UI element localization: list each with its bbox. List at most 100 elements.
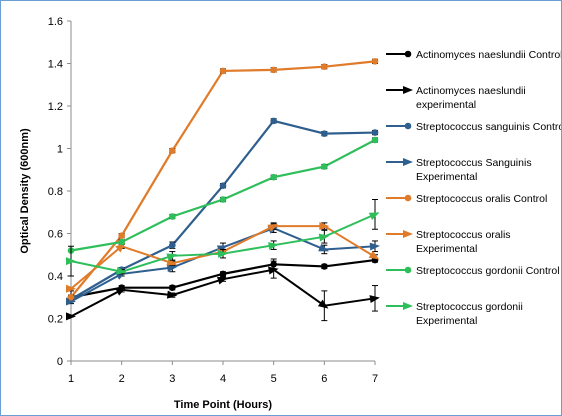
arrow-marker-shape xyxy=(403,302,413,310)
arrow-marker-shape xyxy=(267,223,279,232)
data-point xyxy=(268,266,279,275)
arrow-marker-shape xyxy=(368,212,380,221)
tick-labels: 0 0.2 0.4 0.6 0.8 1 1.2 1.4 1.6 1 2 3 4 5 6 7 xyxy=(48,16,378,385)
data-point xyxy=(318,243,329,252)
arrow-marker-shape xyxy=(403,86,413,94)
arrow-marker-shape xyxy=(166,264,178,273)
data-point xyxy=(270,117,277,125)
legend-swatch-marker xyxy=(404,122,412,130)
legend-item-5: Streptococcus oralis Control xyxy=(386,193,547,205)
data-point xyxy=(166,264,178,273)
arrow-marker-shape xyxy=(368,250,380,260)
legend-swatch-marker xyxy=(404,50,412,58)
axes xyxy=(67,20,376,365)
y-tick-label: 0 xyxy=(57,356,63,368)
data-point xyxy=(317,299,329,309)
arrow-marker-shape xyxy=(369,295,380,303)
legend-swatch-marker xyxy=(404,266,412,274)
data-point xyxy=(219,270,227,278)
y-tick-label: 0.4 xyxy=(48,271,63,283)
legend-label: Actinomyces naeslundii Control xyxy=(416,49,561,61)
arrow-marker-shape xyxy=(115,266,127,275)
arrow-marker-shape xyxy=(115,287,127,296)
arrow-marker-shape xyxy=(66,312,76,321)
data-point xyxy=(66,257,76,266)
data-point xyxy=(321,163,328,170)
legend-label: Streptococcus oralis xyxy=(416,229,511,241)
y-tick-label: 1.4 xyxy=(48,59,63,71)
series-5 xyxy=(67,58,379,301)
series-8 xyxy=(66,199,380,277)
data-point xyxy=(169,147,176,154)
data-point xyxy=(321,263,328,270)
data-point xyxy=(219,182,227,189)
data-point xyxy=(270,66,277,74)
data-point xyxy=(169,284,176,291)
legend-label: Streptococcus oralis Control xyxy=(416,193,547,205)
data-point xyxy=(66,284,76,293)
arrow-marker-shape xyxy=(268,242,279,250)
data-point xyxy=(166,290,178,299)
data-point xyxy=(219,196,227,203)
series-4 xyxy=(66,223,380,306)
legend-swatch-marker xyxy=(403,158,413,166)
data-point xyxy=(270,173,277,181)
legend-swatch-marker xyxy=(404,194,412,202)
arrow-marker-shape xyxy=(66,257,76,266)
data-point xyxy=(267,223,279,232)
legend-swatch-marker xyxy=(403,230,413,238)
data-point xyxy=(371,58,379,65)
data-point xyxy=(368,212,380,221)
legend-swatch-marker xyxy=(403,86,413,94)
data-point xyxy=(219,67,227,75)
arrow-marker-shape xyxy=(317,299,329,309)
data-point xyxy=(268,242,279,250)
series-line xyxy=(70,60,376,298)
data-point xyxy=(67,293,75,301)
legend-item-7: Streptococcus gordonii Control xyxy=(386,265,560,277)
y-tick-label: 1.6 xyxy=(48,16,63,28)
y-tick-label: 0.2 xyxy=(48,314,63,326)
data-point xyxy=(118,238,125,246)
plot-area xyxy=(66,58,380,322)
data-point xyxy=(169,241,176,249)
legend-label: Streptococcus sanguinis Control xyxy=(416,121,561,133)
legend-item-8: Streptococcus gordonii Experimental xyxy=(386,301,523,327)
x-tick-label: 5 xyxy=(271,373,277,385)
data-point xyxy=(371,129,379,136)
y-tick-label: 0.6 xyxy=(48,229,63,241)
y-tick-label: 0.8 xyxy=(48,186,63,198)
x-tick-label: 2 xyxy=(119,373,125,385)
legend-item-1: Actinomyces naeslundii Control xyxy=(386,49,561,61)
data-point xyxy=(321,130,328,137)
data-point xyxy=(115,243,126,253)
legend-label-line2: Experimental xyxy=(416,243,477,255)
y-axis-label: Optical Density (600nm) xyxy=(19,128,31,254)
legend-item-6: Streptococcus oralis Experimental xyxy=(386,229,511,255)
legend-item-3: Streptococcus sanguinis Control xyxy=(386,121,561,133)
y-tick-label: 1.2 xyxy=(48,101,63,113)
arrow-marker-shape xyxy=(166,290,178,299)
legend-item-2: Actinomyces naeslundii experimental xyxy=(386,85,526,111)
arrow-marker-shape xyxy=(318,243,329,252)
arrow-marker-shape xyxy=(403,230,413,238)
legend-swatch-marker xyxy=(403,302,413,310)
arrow-marker-shape xyxy=(369,242,380,251)
data-point xyxy=(369,295,380,303)
data-point xyxy=(217,249,228,258)
data-point xyxy=(118,232,125,239)
x-tick-label: 4 xyxy=(220,373,226,385)
legend-label-line2: Experimental xyxy=(416,171,477,183)
arrow-marker-shape xyxy=(166,253,178,262)
data-point xyxy=(321,63,328,70)
series-6 xyxy=(66,222,380,293)
data-point xyxy=(369,242,380,251)
arrow-marker-shape xyxy=(115,243,126,253)
data-point xyxy=(66,312,76,321)
data-point xyxy=(319,222,330,231)
legend-label: Actinomyces naeslundii xyxy=(416,85,526,97)
data-point xyxy=(318,233,330,242)
arrow-marker-shape xyxy=(268,266,279,275)
arrow-marker-shape xyxy=(319,222,330,231)
